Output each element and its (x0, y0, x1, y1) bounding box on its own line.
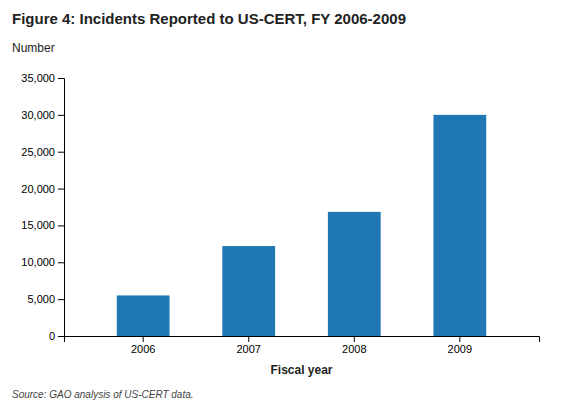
y-tick-label: 25,000 (21, 146, 55, 158)
x-tick-mark (459, 336, 460, 342)
y-tick: 0 (49, 330, 64, 342)
x-tick: 2007 (236, 336, 260, 355)
y-tick: 15,000 (21, 219, 64, 231)
y-tick: 25,000 (21, 146, 64, 158)
y-tick-label: 20,000 (21, 183, 55, 195)
x-tick-label: 2006 (131, 343, 155, 355)
chart-container: Figure 4: Incidents Reported to US-CERT,… (0, 0, 563, 408)
bar (117, 295, 170, 336)
y-tick-mark (58, 262, 64, 263)
x-axis: 2006 2007 2008 2009 (65, 336, 540, 355)
y-tick-mark (58, 299, 64, 300)
x-tick-label: 2007 (236, 343, 260, 355)
x-tick-label: 2009 (448, 343, 472, 355)
x-tick: 2008 (342, 336, 366, 355)
y-tick: 30,000 (21, 109, 64, 121)
y-tick-mark (58, 189, 64, 190)
y-tick: 10,000 (21, 256, 64, 268)
y-tick-mark (58, 152, 64, 153)
y-tick: 5,000 (27, 293, 64, 305)
y-axis-label: Number (12, 41, 55, 55)
y-tick-label: 15,000 (21, 219, 55, 231)
bars (117, 115, 486, 336)
bar (222, 246, 275, 336)
bar (328, 212, 381, 336)
x-tick: 2009 (448, 336, 472, 355)
y-tick-mark (58, 225, 64, 226)
y-tick-label: 0 (49, 330, 55, 342)
x-tick-mark (354, 336, 355, 342)
y-tick-label: 5,000 (27, 293, 55, 305)
chart-svg: Figure 4: Incidents Reported to US-CERT,… (0, 0, 563, 408)
y-axis-line (58, 79, 65, 337)
y-tick-mark (58, 336, 64, 337)
y-tick-mark (58, 115, 64, 116)
y-axis: 0 5,000 10,000 15,000 20,000 25,000 30,000 35,0… (21, 72, 64, 342)
x-tick: 2006 (131, 336, 155, 355)
x-tick-mark (248, 336, 249, 342)
source-note: Source: GAO analysis of US-CERT data. (12, 389, 194, 400)
x-axis-line (65, 337, 540, 343)
y-tick-mark (58, 78, 64, 79)
y-tick-label: 30,000 (21, 109, 55, 121)
y-tick-label: 35,000 (21, 72, 55, 84)
y-tick: 35,000 (21, 72, 64, 84)
x-tick-label: 2008 (342, 343, 366, 355)
chart-title: Figure 4: Incidents Reported to US-CERT,… (12, 10, 406, 27)
y-tick: 20,000 (21, 183, 64, 195)
y-tick-label: 10,000 (21, 256, 55, 268)
x-axis-label: Fiscal year (270, 363, 332, 377)
bar (433, 115, 486, 336)
plot-area: 0 5,000 10,000 15,000 20,000 25,000 30,000 35,0… (21, 72, 539, 355)
x-tick-mark (143, 336, 144, 342)
